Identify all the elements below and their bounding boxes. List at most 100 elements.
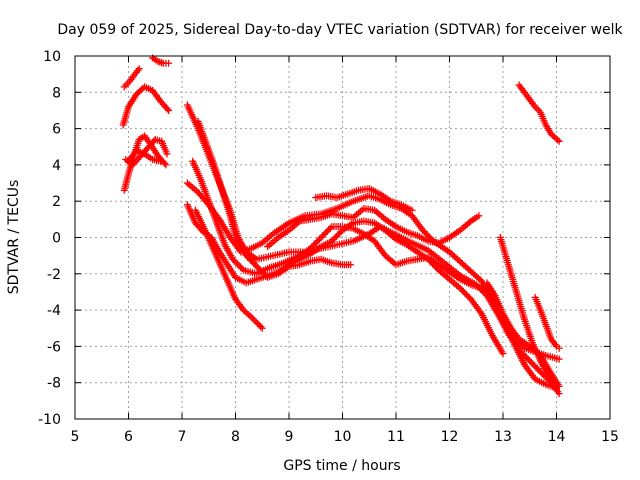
data-point-marker bbox=[257, 323, 265, 331]
data-point-marker bbox=[433, 265, 441, 273]
data-point-marker bbox=[347, 261, 355, 269]
y-tick-label: 10 bbox=[43, 49, 61, 65]
data-point-marker bbox=[523, 354, 531, 362]
data-point-marker bbox=[462, 291, 470, 299]
data-point-marker bbox=[459, 287, 467, 295]
data-point-marker bbox=[555, 390, 563, 398]
x-tick-label: 5 bbox=[71, 429, 80, 445]
data-point-marker bbox=[232, 258, 240, 266]
data-point-marker bbox=[251, 261, 259, 269]
series-track-8 bbox=[183, 179, 563, 363]
y-tick-label: 0 bbox=[52, 231, 61, 247]
series-track-18 bbox=[515, 81, 563, 145]
chart-title: Day 059 of 2025, Sidereal Day-to-day VTE… bbox=[57, 22, 623, 38]
y-tick-label: 6 bbox=[52, 122, 61, 138]
series-track-9 bbox=[189, 157, 560, 392]
data-point-marker bbox=[535, 366, 543, 374]
data-point-marker bbox=[555, 137, 563, 145]
data-point-marker bbox=[458, 286, 466, 294]
data-point-marker bbox=[475, 212, 483, 220]
data-point-marker bbox=[163, 105, 171, 113]
data-point-marker bbox=[427, 258, 435, 266]
x-tick-label: 12 bbox=[441, 429, 459, 445]
data-point-marker bbox=[499, 350, 507, 358]
data-point-marker bbox=[316, 235, 324, 243]
x-tick-label: 11 bbox=[387, 429, 405, 445]
data-point-marker bbox=[319, 232, 327, 240]
data-point-marker bbox=[254, 264, 262, 272]
data-point-marker bbox=[325, 226, 333, 234]
data-point-marker bbox=[236, 263, 244, 271]
data-point-marker bbox=[230, 257, 238, 265]
data-point-marker bbox=[135, 65, 143, 73]
data-point-marker bbox=[530, 362, 538, 370]
data-point-marker bbox=[313, 238, 321, 246]
data-point-marker bbox=[229, 255, 237, 263]
data-point-marker bbox=[328, 237, 336, 245]
data-point-marker bbox=[233, 260, 241, 268]
series-track-3 bbox=[119, 83, 173, 129]
data-point-marker bbox=[555, 344, 563, 352]
y-axis-label: SDTVAR / TECUs bbox=[6, 180, 22, 295]
data-point-marker bbox=[335, 229, 343, 237]
data-point-marker bbox=[248, 258, 256, 266]
data-point-marker bbox=[258, 324, 266, 332]
data-point-marker bbox=[323, 227, 331, 235]
data-point-marker bbox=[247, 256, 255, 264]
y-tick-label: 8 bbox=[52, 85, 61, 101]
data-point-marker bbox=[554, 136, 562, 144]
data-point-marker bbox=[331, 234, 339, 242]
series-track-13 bbox=[264, 204, 483, 251]
data-point-marker bbox=[242, 252, 250, 260]
data-point-marker bbox=[309, 241, 317, 249]
y-tick-label: 2 bbox=[52, 194, 61, 210]
y-tick-label: -6 bbox=[47, 339, 61, 355]
x-tick-label: 9 bbox=[285, 429, 294, 445]
data-point-marker bbox=[334, 231, 342, 239]
x-tick-label: 14 bbox=[548, 429, 566, 445]
data-point-marker bbox=[524, 355, 532, 363]
data-point-marker bbox=[326, 224, 334, 232]
data-point-marker bbox=[532, 363, 540, 371]
data-point-marker bbox=[408, 206, 416, 214]
data-point-marker bbox=[332, 232, 340, 240]
data-point-marker bbox=[163, 150, 171, 158]
data-point-marker bbox=[157, 157, 165, 165]
data-point-marker bbox=[238, 265, 246, 273]
data-point-marker bbox=[529, 360, 537, 368]
data-point-marker bbox=[252, 318, 260, 326]
data-point-marker bbox=[426, 257, 434, 265]
data-point-marker bbox=[317, 234, 325, 241]
data-point-marker bbox=[311, 240, 319, 248]
series-track-17 bbox=[531, 293, 563, 352]
series-track-16 bbox=[483, 279, 563, 390]
data-point-marker bbox=[432, 263, 440, 271]
x-tick-label: 10 bbox=[334, 429, 352, 445]
data-point-marker bbox=[555, 355, 563, 363]
x-axis-label: GPS time / hours bbox=[283, 458, 400, 474]
data-point-marker bbox=[424, 255, 432, 263]
data-point-marker bbox=[246, 312, 254, 320]
data-point-marker bbox=[422, 229, 430, 237]
data-point-marker bbox=[257, 267, 265, 275]
data-point-marker bbox=[329, 236, 337, 244]
series-track-14 bbox=[312, 184, 416, 214]
data-point-marker bbox=[250, 259, 258, 267]
data-point-marker bbox=[526, 357, 534, 365]
data-point-marker bbox=[527, 358, 535, 366]
data-point-marker bbox=[244, 253, 252, 261]
series-track-1 bbox=[120, 65, 143, 91]
data-point-marker bbox=[248, 313, 256, 321]
data-point-marker bbox=[320, 230, 328, 238]
x-tick-label: 13 bbox=[494, 429, 512, 445]
x-tick-label: 15 bbox=[601, 429, 619, 445]
data-point-marker bbox=[161, 159, 169, 167]
y-tick-label: -4 bbox=[47, 303, 61, 319]
x-tick-label: 6 bbox=[124, 429, 133, 445]
data-markers bbox=[119, 54, 563, 398]
x-axis-ticks: 5 6 7 8 9 10 11 12 13 14 15 bbox=[71, 56, 619, 445]
y-tick-label: -10 bbox=[38, 412, 61, 428]
series-track-11 bbox=[183, 201, 507, 358]
x-tick-label: 7 bbox=[178, 429, 187, 445]
